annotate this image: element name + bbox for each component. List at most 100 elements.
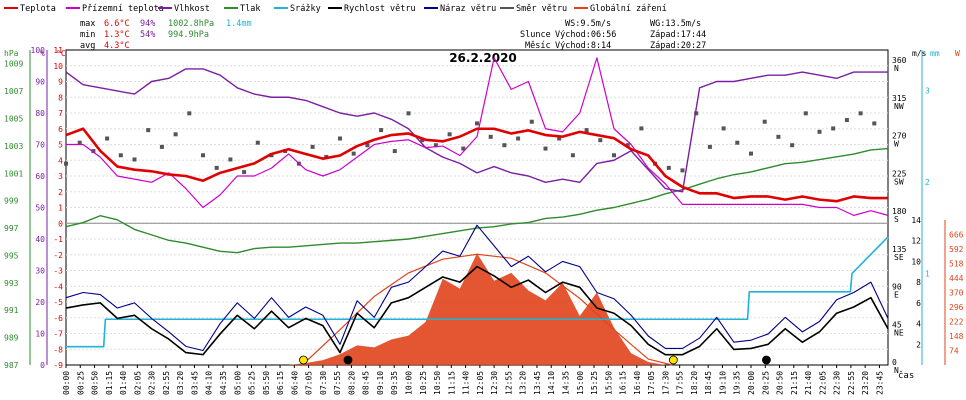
x-tick-label: 08:45 <box>362 371 371 395</box>
series-wind-direction-point <box>159 144 164 149</box>
x-tick-label: 23:20 <box>861 371 870 395</box>
pressure-tick: 999 <box>4 197 19 206</box>
x-tick-label: 20:50 <box>776 371 785 395</box>
x-tick-label: 14:10 <box>547 371 556 395</box>
humidity-tick: 80 <box>35 109 45 118</box>
temperature-tick: -2 <box>53 251 63 260</box>
x-tick-label: 06:40 <box>290 371 299 395</box>
series-wind-direction-point <box>118 153 123 158</box>
x-tick-label: 11:40 <box>462 371 471 395</box>
wind-speed-unit: m/s <box>912 49 927 58</box>
series-clear-sky <box>301 253 673 366</box>
series-temperature <box>65 127 888 203</box>
series-wind-direction-point <box>803 111 808 116</box>
series-wind-direction-point <box>844 118 849 123</box>
direction-tick-value: 225 <box>892 169 907 178</box>
series-wind-direction-point <box>707 144 712 149</box>
x-tick-label: 04:10 <box>205 371 214 395</box>
x-tick-label: 02:55 <box>162 371 171 395</box>
rain-unit: mm <box>930 49 940 58</box>
legend-label: Přízemní teplota <box>82 4 164 14</box>
moonset-marker <box>762 355 771 365</box>
series-wind-direction-point <box>173 132 178 137</box>
sun-label: Slunce <box>520 30 551 40</box>
direction-tick-label: NW <box>894 102 904 111</box>
pressure-tick: 997 <box>4 224 19 233</box>
chart-title: 26.2.2020 <box>449 51 517 65</box>
series-wind-direction-point <box>817 129 822 134</box>
stat-min-press: 994.9hPa <box>168 30 209 40</box>
radiation-tick: 666 <box>949 231 964 240</box>
x-tick-label: 18:20 <box>690 371 699 395</box>
x-tick-label: 08:20 <box>347 371 356 395</box>
x-tick-label: 17:30 <box>661 371 670 395</box>
series-wind-direction-point <box>365 143 370 148</box>
x-tick-label: 09:35 <box>390 371 399 395</box>
x-tick-label: 22:05 <box>818 371 827 395</box>
series-wind-direction-point <box>831 126 836 131</box>
x-tick-label: 20:00 <box>747 371 756 395</box>
series-ground-temp <box>66 57 889 216</box>
plot-area: 00:00 00:25 00:50 01:15 01:40 02:05 02:30 02:55… <box>4 46 964 395</box>
legend-label: Srážky <box>290 4 321 14</box>
series-wind-direction-point <box>735 140 740 145</box>
series-wind-direction-point <box>749 151 753 156</box>
stat-min-hum: 54% <box>140 30 155 40</box>
pressure-tick: 1003 <box>4 142 23 151</box>
series-wind-direction-point <box>612 153 616 158</box>
direction-tick-value: 45 <box>892 320 902 329</box>
direction-tick-value: 360 <box>892 56 907 65</box>
series-pressure <box>65 147 889 254</box>
wind-speed-tick: 4 <box>916 320 921 329</box>
stat-avg-temp: 4.3°C <box>104 41 130 51</box>
series-wind-direction-point <box>858 111 863 116</box>
series-wind-direction-point <box>338 136 342 141</box>
series-wind-direction-point <box>214 165 219 170</box>
series-wind-direction-point <box>64 161 68 166</box>
stat-avg-label: avg <box>80 41 95 51</box>
legend-label: Vlhkost <box>174 4 210 14</box>
astro-panel: WS:9.5m/s WG:13.5m/s Slunce Východ:06:56… <box>520 19 706 51</box>
x-tick-label: 19:35 <box>733 371 742 395</box>
moon-label: Měsíc <box>525 41 551 51</box>
radiation-tick: 148 <box>949 332 964 341</box>
temperature-tick: 9 <box>58 78 63 87</box>
stats-panel: max 6.6°C 94% 1002.8hPa 1.4mm min 1.3°C … <box>80 19 252 51</box>
series-wind-direction-point <box>790 143 795 148</box>
rain-tick: 1 <box>925 269 930 278</box>
legend-label: Náraz větru <box>440 4 496 14</box>
series-wind-direction-point <box>379 128 384 133</box>
series-wind-direction-point <box>228 157 233 162</box>
radiation-tick: 592 <box>949 245 964 254</box>
radiation-tick: 444 <box>949 274 964 283</box>
x-tick-label: 17:55 <box>676 371 685 395</box>
temperature-tick: 2 <box>58 188 63 197</box>
x-tick-label: 23:45 <box>875 371 884 395</box>
direction-tick-value: 90 <box>892 283 902 292</box>
wind-speed-tick: 10 <box>911 257 921 266</box>
radiation-tick: 74 <box>949 347 959 356</box>
legend: Teplota Přízemní teplota Vlhkost Tlak Srážky… <box>4 4 667 14</box>
x-tick-label: 03:45 <box>190 371 199 395</box>
wind-wg: WG:13.5m/s <box>650 19 701 29</box>
temperature-tick: 4 <box>58 156 63 165</box>
series-wind-direction-point <box>680 168 685 173</box>
direction-tick-label: NE <box>894 328 904 337</box>
x-tick-label: 07:05 <box>305 371 314 395</box>
x-tick-label: 16:40 <box>633 371 642 395</box>
humidity-tick: 60 <box>35 172 45 181</box>
series-wind-direction-point <box>529 119 534 124</box>
x-tick-label: 13:45 <box>533 371 542 395</box>
stat-max-rain: 1.4mm <box>226 19 252 29</box>
series-humidity <box>65 68 888 193</box>
series-wind-direction-point <box>406 111 411 116</box>
series-wind-direction-point <box>762 119 767 124</box>
x-tick-label: 05:25 <box>248 371 257 395</box>
series-wind-direction-point <box>516 136 521 141</box>
humidity-tick: 90 <box>35 78 45 87</box>
series-wind-direction-point <box>447 132 452 137</box>
radiation-tick: 222 <box>949 318 964 327</box>
temperature-tick: 11 <box>53 46 63 55</box>
x-tick-label: 12:55 <box>504 371 513 395</box>
temperature-tick: 6 <box>58 125 63 134</box>
